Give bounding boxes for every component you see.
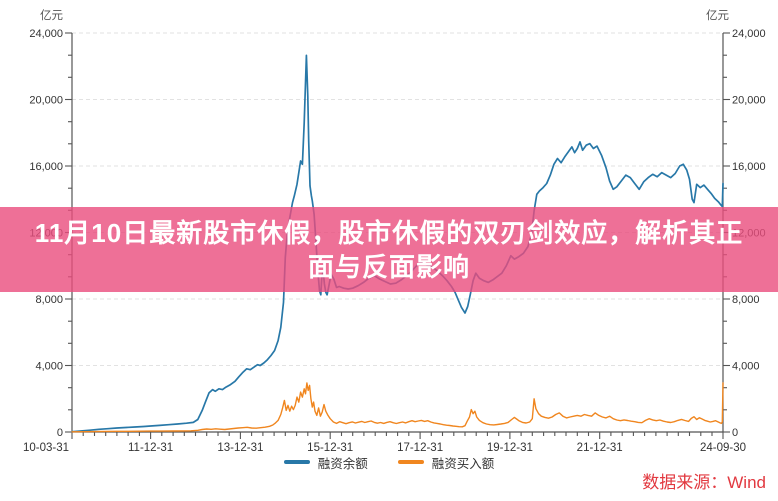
svg-text:0: 0 [57, 427, 63, 439]
svg-text:8,000: 8,000 [732, 294, 760, 306]
svg-text:24,000: 24,000 [29, 28, 63, 40]
svg-text:19-12-31: 19-12-31 [487, 442, 533, 454]
svg-text:24-09-30: 24-09-30 [700, 442, 746, 454]
svg-text:11-12-31: 11-12-31 [128, 442, 173, 454]
svg-text:0: 0 [732, 427, 738, 439]
legend-label-financing-balance: 融资余额 [317, 456, 368, 471]
banner-title-line1: 11月10日最新股市休假，股市休假的双刃剑效应，解析其正 [34, 217, 744, 248]
svg-text:20,000: 20,000 [732, 95, 766, 107]
left-axis-unit-label: 亿元 [40, 10, 63, 22]
title-banner: 11月10日最新股市休假，股市休假的双刃剑效应，解析其正 面与反面影响 [0, 207, 778, 292]
svg-text:24,000: 24,000 [732, 28, 766, 40]
svg-text:20,000: 20,000 [29, 95, 63, 107]
chart-legend: 融资余额 融资买入额 [0, 453, 778, 471]
svg-text:16,000: 16,000 [29, 161, 63, 173]
svg-text:15-12-31: 15-12-31 [307, 442, 353, 454]
svg-text:17-12-31: 17-12-31 [397, 442, 443, 454]
legend-label-financing-buy: 融资买入额 [431, 456, 495, 471]
legend-item-financing-balance: 融资余额 [283, 453, 368, 472]
series-line-financing-buy [71, 382, 724, 433]
right-axis-unit-label: 亿元 [706, 10, 729, 22]
svg-text:16,000: 16,000 [732, 161, 766, 173]
data-source-label: 数据来源：Wind [642, 473, 766, 492]
svg-text:4,000: 4,000 [732, 361, 760, 373]
banner-title-line2: 面与反面影响 [307, 251, 470, 282]
x-tick-labels: 10-03-31 11-12-31 13-12-31 15-12-31 17-12-31… [23, 442, 746, 454]
line-swatch-icon [397, 460, 424, 464]
svg-text:21-12-31: 21-12-31 [577, 442, 623, 454]
line-swatch-icon [283, 460, 310, 464]
y-gridlines [72, 32, 723, 366]
x-ticks [71, 432, 724, 439]
svg-text:8,000: 8,000 [35, 294, 63, 306]
svg-text:13-12-31: 13-12-31 [217, 442, 263, 454]
legend-item-financing-buy: 融资买入额 [397, 453, 495, 472]
svg-text:10-03-31: 10-03-31 [23, 442, 69, 454]
svg-text:4,000: 4,000 [35, 361, 63, 373]
